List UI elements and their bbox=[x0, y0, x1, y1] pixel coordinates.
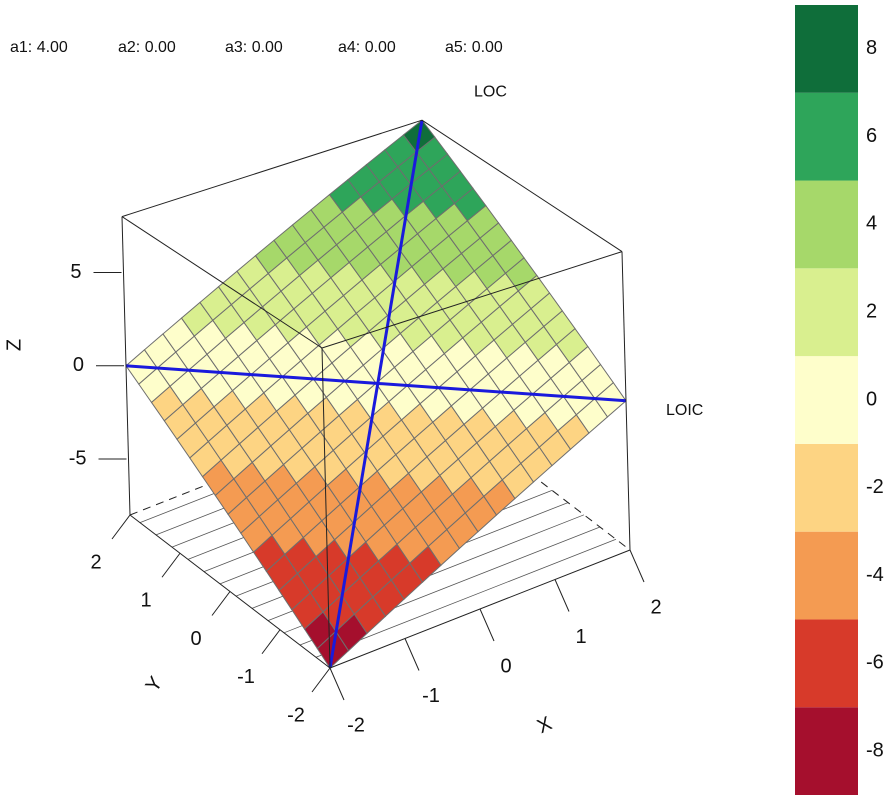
loic-line bbox=[125, 364, 627, 403]
x-tick bbox=[629, 549, 645, 583]
colorbar-tick-label: -6 bbox=[866, 652, 884, 674]
colorbar-tick-label: -8 bbox=[866, 739, 884, 761]
y-tick bbox=[211, 591, 231, 616]
z-tick-label: -5 bbox=[69, 447, 87, 469]
colorbar-bin bbox=[795, 356, 858, 444]
z-tick-label: 0 bbox=[73, 354, 84, 376]
z-axis-label: Z bbox=[3, 339, 25, 351]
x-tick-label: -1 bbox=[422, 685, 440, 707]
box-edge bbox=[421, 119, 623, 253]
colorbar-tick-label: 4 bbox=[866, 213, 877, 235]
y-tick-label: 2 bbox=[90, 551, 101, 573]
colorbar-tick-label: 8 bbox=[866, 37, 877, 59]
y-tick-label: -1 bbox=[237, 666, 255, 688]
box-edge bbox=[121, 216, 323, 349]
y-tick-label: -2 bbox=[287, 704, 305, 726]
parameter-label: a1: 4.00 bbox=[10, 39, 68, 56]
box-edge bbox=[321, 251, 623, 349]
x-tick-label: 2 bbox=[650, 596, 661, 618]
parameter-label: a4: 0.00 bbox=[338, 39, 396, 56]
x-tick bbox=[479, 608, 495, 642]
colorbar-bin bbox=[795, 180, 858, 269]
colorbar-tick-label: 0 bbox=[866, 388, 877, 410]
parameter-label: a3: 0.00 bbox=[225, 39, 283, 56]
y-tick bbox=[161, 552, 181, 578]
x-tick-label: -2 bbox=[347, 714, 365, 736]
x-tick bbox=[329, 667, 345, 701]
x-tick-label: 0 bbox=[500, 655, 511, 677]
colorbar-bin bbox=[795, 443, 858, 532]
floor-hatch bbox=[315, 538, 617, 658]
x-tick bbox=[554, 579, 570, 612]
y-axis-label: Y bbox=[142, 673, 168, 697]
loc-line bbox=[328, 119, 424, 669]
colorbar-bin bbox=[795, 92, 858, 181]
colorbar-bin bbox=[795, 531, 858, 620]
parameter-label: a2: 0.00 bbox=[118, 39, 176, 56]
z-tick-label: 5 bbox=[70, 261, 81, 283]
colorbar-bin bbox=[795, 707, 858, 795]
y-tick-label: 0 bbox=[190, 628, 201, 650]
parameter-label: a5: 0.00 bbox=[445, 39, 503, 56]
colorbar-tick-label: -4 bbox=[866, 564, 884, 586]
box-edge bbox=[121, 119, 423, 218]
colorbar-bin bbox=[795, 268, 858, 357]
box-edge bbox=[321, 347, 331, 669]
x-tick-label: 1 bbox=[575, 626, 586, 648]
y-tick bbox=[111, 514, 131, 540]
line-label: LOC bbox=[474, 83, 507, 100]
colorbar-bin bbox=[795, 5, 858, 93]
box-edge bbox=[121, 216, 131, 516]
x-axis-label: X bbox=[534, 713, 555, 739]
y-tick bbox=[261, 629, 281, 655]
colorbar-bin bbox=[795, 619, 858, 708]
y-tick-label: 1 bbox=[140, 590, 151, 612]
y-tick bbox=[311, 667, 331, 693]
line-label: LOIC bbox=[666, 402, 703, 419]
box-edge bbox=[621, 251, 631, 551]
colorbar-tick-label: 2 bbox=[866, 301, 877, 323]
colorbar-tick-label: 6 bbox=[866, 125, 877, 147]
x-tick bbox=[404, 638, 420, 671]
colorbar-tick-label: -2 bbox=[866, 476, 884, 498]
